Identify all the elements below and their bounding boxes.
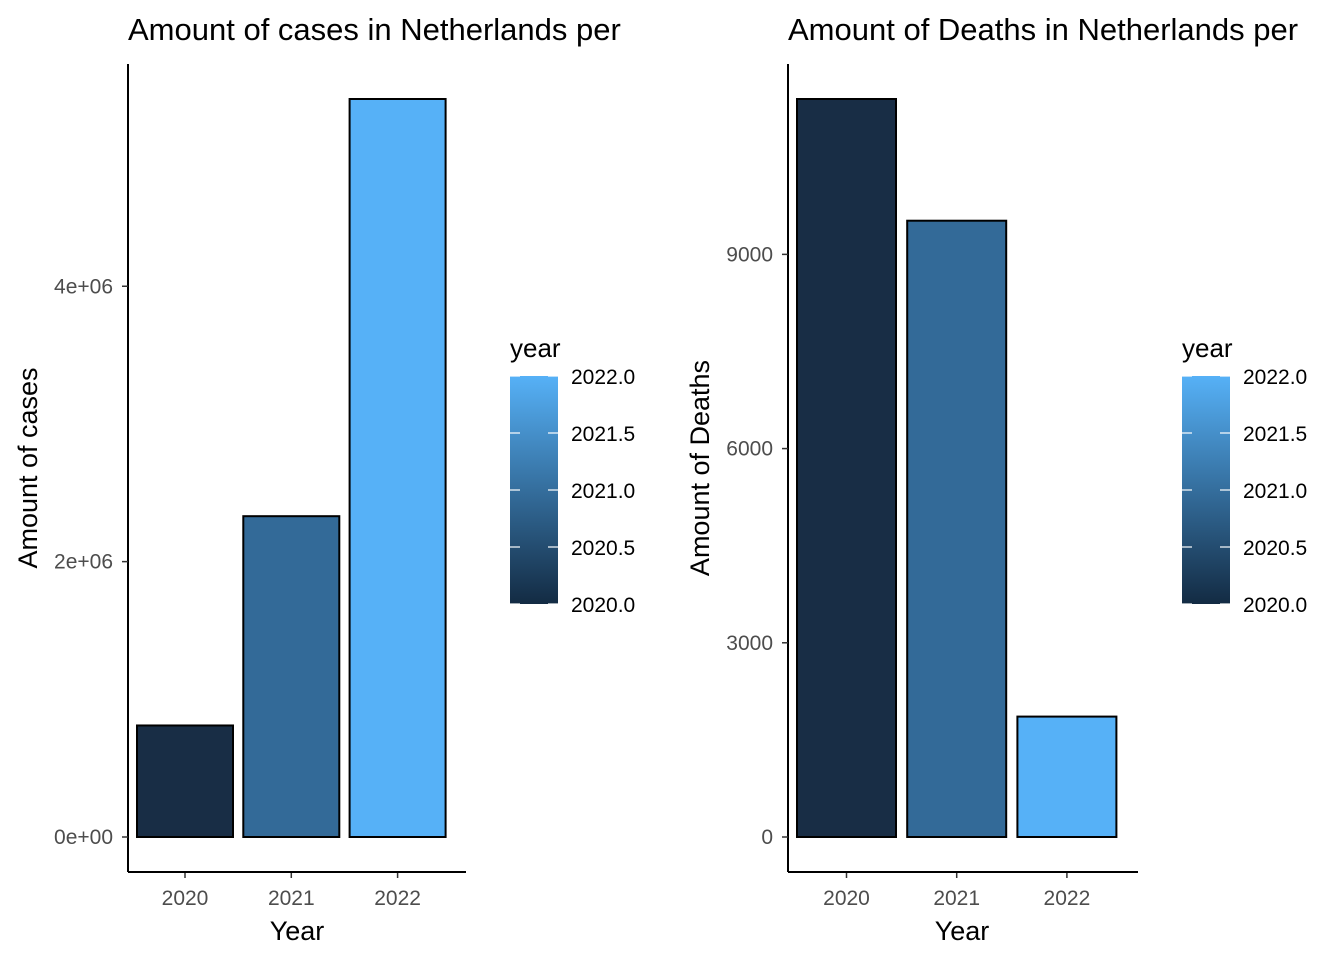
cases-legend-label-0: 2022.0 <box>571 366 635 389</box>
cases-legend-label-3: 2020.5 <box>571 537 635 560</box>
deaths-legend-title: year <box>1182 333 1233 363</box>
deaths-x-tick-label-2020: 2020 <box>823 887 870 910</box>
cases-y-tick-label-0: 0e+00 <box>54 826 113 849</box>
cases-panel: Amount of cases in Netherlands per Amoun… <box>13 12 635 946</box>
deaths-bar-2020 <box>796 98 897 838</box>
cases-x-tick-label-2022: 2022 <box>374 887 421 910</box>
deaths-legend-label-0: 2022.0 <box>1243 366 1307 389</box>
deaths-y-axis-title: Amount of Deaths <box>685 360 715 576</box>
deaths-legend-label-2: 2021.0 <box>1243 480 1307 503</box>
cases-bar-2020 <box>136 724 234 838</box>
cases-x-tick-label-2021: 2021 <box>268 887 315 910</box>
cases-legend-label-2: 2021.0 <box>571 480 635 503</box>
cases-legend-label-1: 2021.5 <box>571 423 635 446</box>
deaths-bar-2021 <box>906 219 1008 838</box>
deaths-panel: Amount of Deaths in Netherlands per Amou… <box>685 12 1307 946</box>
deaths-x-axis-title: Year <box>935 916 990 946</box>
deaths-y-tick-label-1: 3000 <box>726 632 773 655</box>
cases-chart-title: Amount of cases in Netherlands per <box>128 12 621 47</box>
deaths-y-tick-label-3: 9000 <box>726 243 773 266</box>
deaths-legend-label-1: 2021.5 <box>1243 423 1307 446</box>
deaths-x-tick-label-2021: 2021 <box>933 887 980 910</box>
cases-marks: 2020 2021 2022 0e+00 2e+06 4e+06 2022.0 2021.5 2… <box>54 64 635 910</box>
cases-y-axis-title: Amount of cases <box>13 367 43 568</box>
deaths-x-tick-label-2022: 2022 <box>1044 887 1091 910</box>
cases-bar-2022 <box>348 98 447 838</box>
cases-y-tick-label-2: 4e+06 <box>54 275 113 298</box>
cases-bar-2021 <box>242 515 341 838</box>
deaths-y-tick-label-2: 6000 <box>726 438 773 461</box>
cases-legend-title: year <box>510 333 561 363</box>
deaths-marks: 2020 2021 2022 0 3000 6000 9000 2022.0 2021.5 202… <box>726 64 1307 910</box>
deaths-legend-label-3: 2020.5 <box>1243 537 1307 560</box>
cases-y-tick-label-1: 2e+06 <box>54 551 113 574</box>
deaths-y-tick-label-0: 0 <box>761 826 773 849</box>
cases-legend-label-4: 2020.0 <box>571 594 635 617</box>
cases-x-axis-title: Year <box>270 916 325 946</box>
deaths-chart-title: Amount of Deaths in Netherlands per <box>788 12 1298 47</box>
deaths-bar-2022 <box>1016 715 1118 839</box>
deaths-legend-label-4: 2020.0 <box>1243 594 1307 617</box>
cases-x-tick-label-2020: 2020 <box>162 887 209 910</box>
